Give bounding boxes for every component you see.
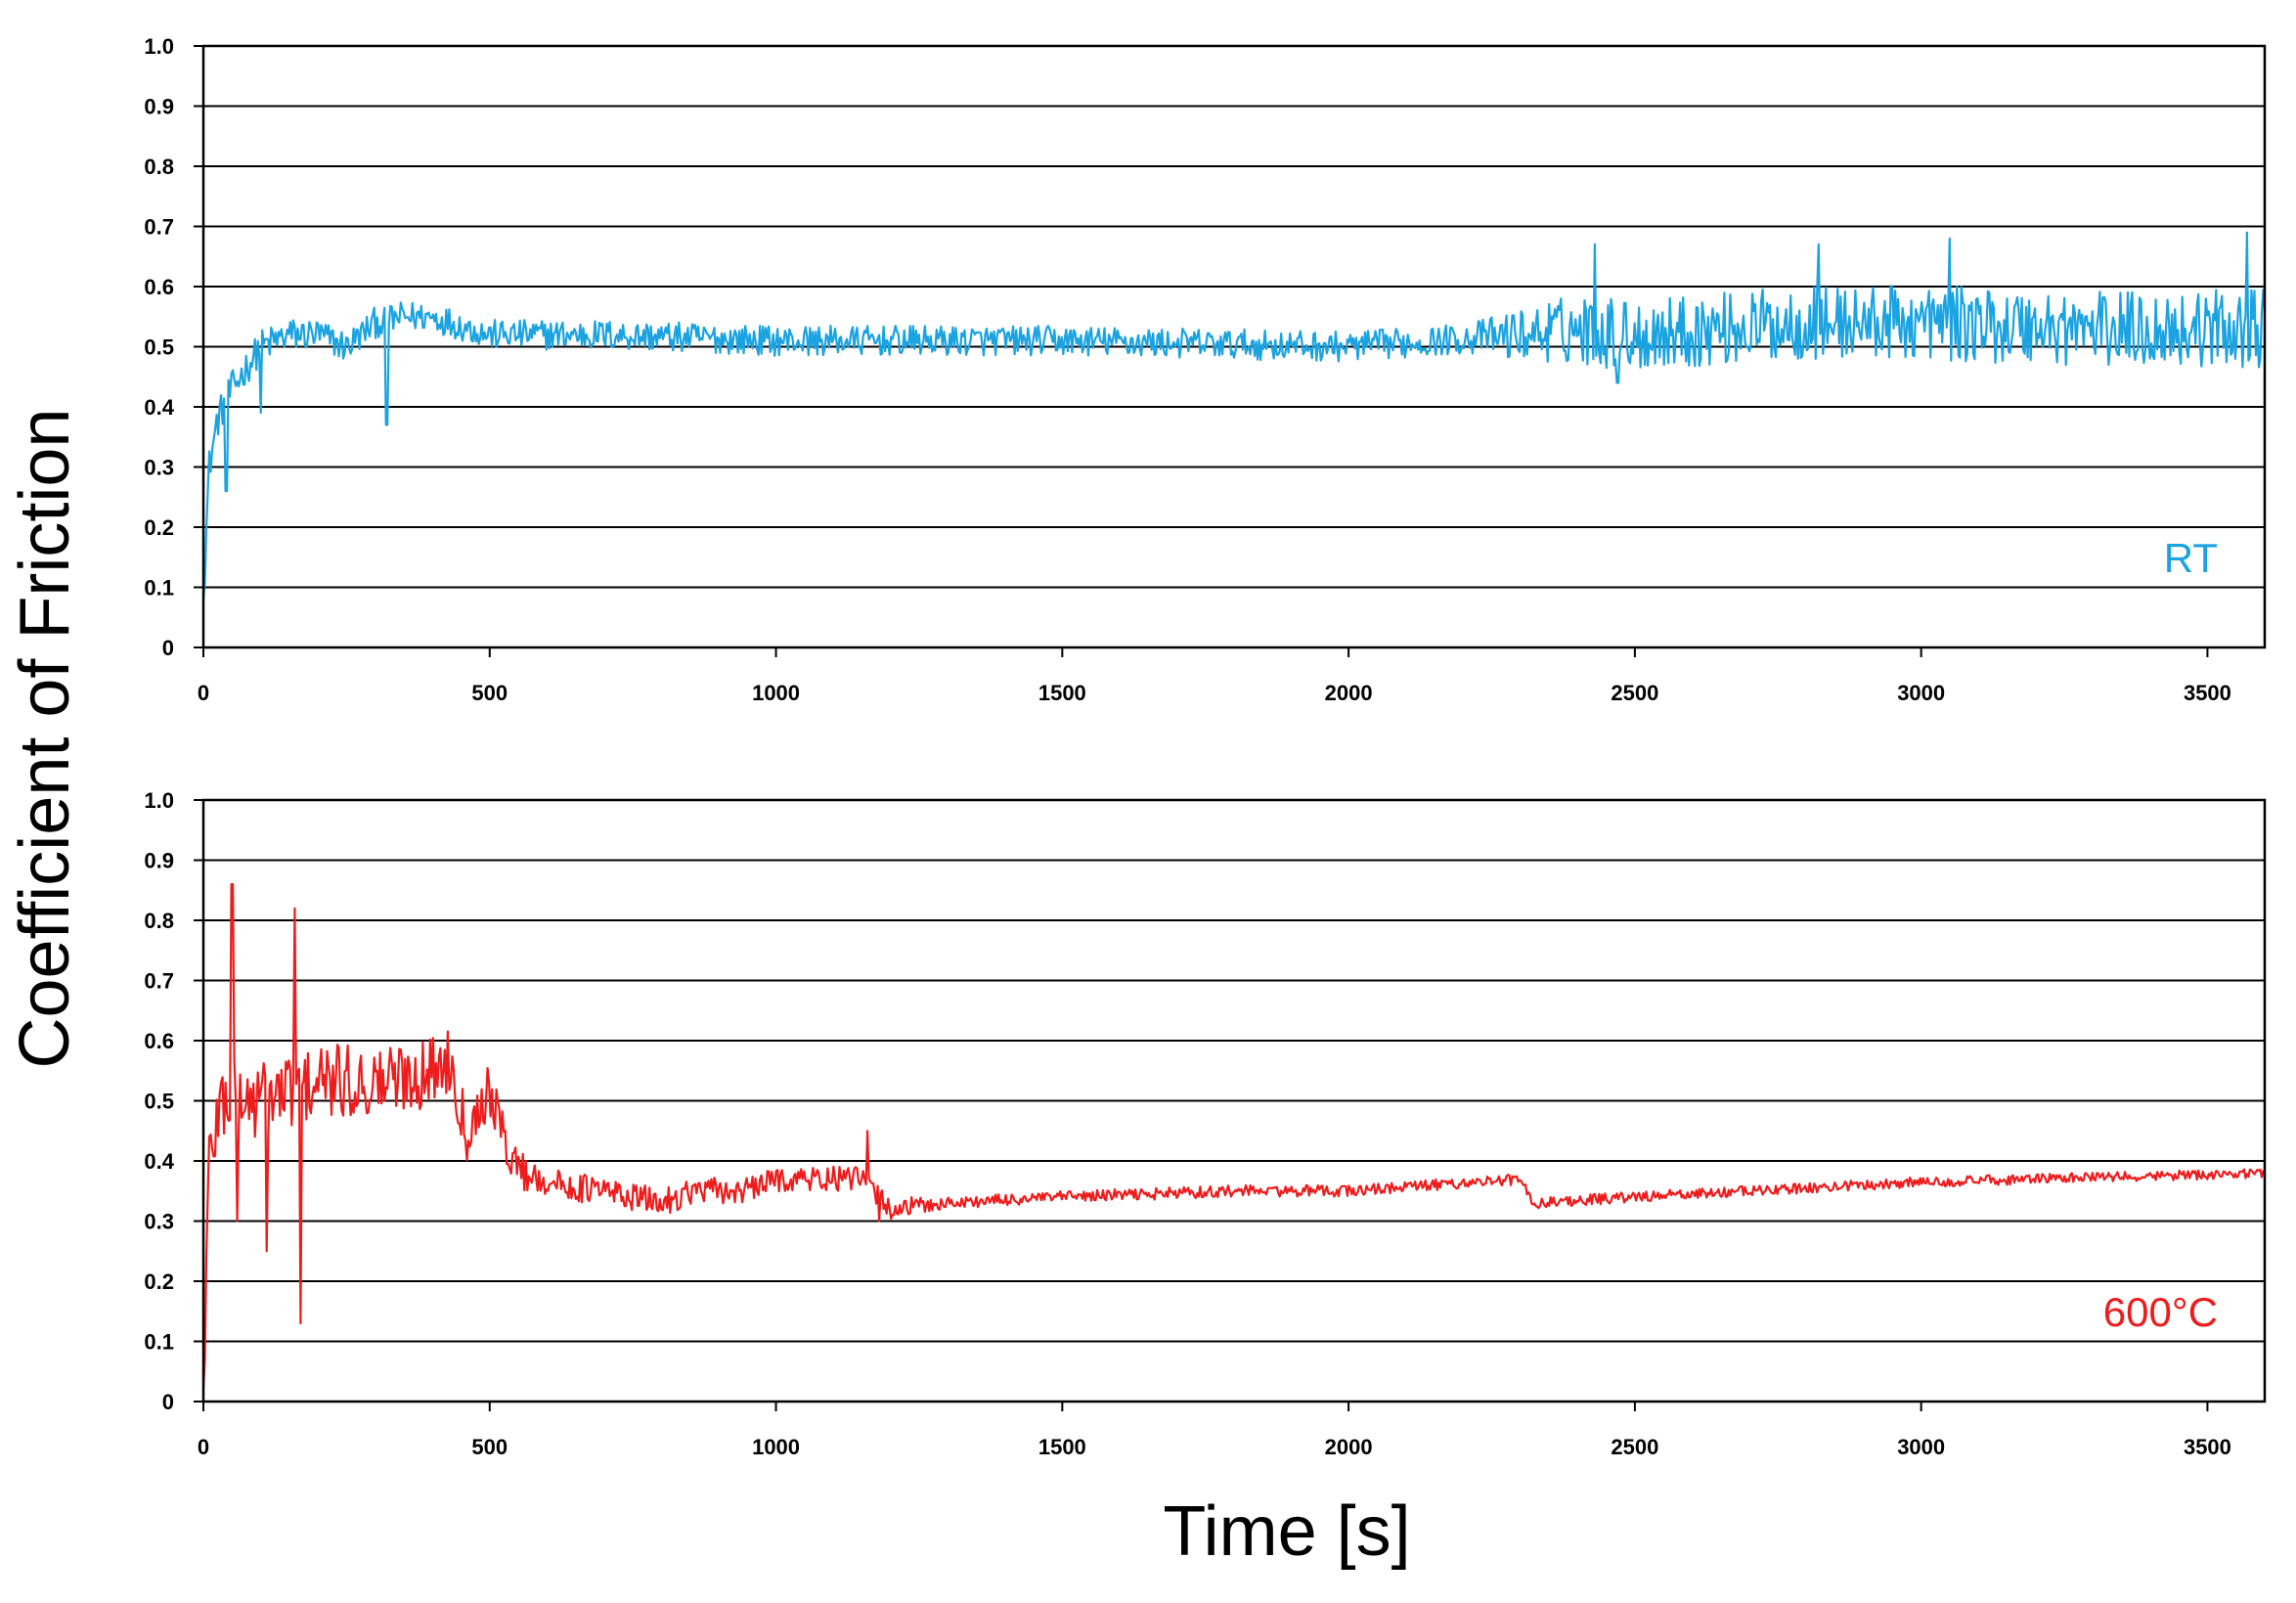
- y-tick-label: 0.4: [144, 395, 174, 420]
- x-tick-label: 0: [198, 1435, 209, 1459]
- x-tick-label: 2000: [1325, 1435, 1373, 1459]
- chart-panel-rt: 0 0.1 0.2 0.3 0.4 0.5 0.6 0.7 0.8 0.9 1.0 0 500 1000 1…: [144, 34, 2267, 705]
- y-tick-label: 0.8: [144, 155, 174, 179]
- y-tick-label: 0.7: [144, 969, 174, 994]
- y-tick-label: 0.4: [144, 1149, 174, 1174]
- x-tick-label: 3500: [2184, 1435, 2231, 1459]
- plot-frame: [201, 44, 2267, 649]
- y-axis-title: Coefficient of Friction: [6, 409, 84, 1069]
- series-line-rt: [201, 231, 2267, 600]
- x-tick-label: 3500: [2184, 681, 2231, 705]
- y-tick-label: 0.6: [144, 275, 174, 299]
- x-tick-label: 500: [471, 1435, 508, 1459]
- y-tick-label: 0: [162, 636, 174, 660]
- x-tick-label: 2000: [1325, 681, 1373, 705]
- y-tick-label: 0.6: [144, 1029, 174, 1053]
- y-tick-label: 0.2: [144, 515, 174, 540]
- series-label: 600°C: [2103, 1289, 2218, 1335]
- y-tick-label: 0.9: [144, 95, 174, 119]
- x-tick-label: 3000: [1897, 1435, 1945, 1459]
- series-label: RT: [2164, 535, 2218, 581]
- x-tick-label: 1000: [752, 1435, 800, 1459]
- x-tick-label: 2500: [1611, 1435, 1658, 1459]
- series-line-600c: [201, 882, 2266, 1390]
- x-tick-label: 0: [198, 681, 209, 705]
- x-tick-label: 1000: [752, 681, 800, 705]
- y-tick-label: 0.1: [144, 1330, 174, 1355]
- y-tick-label: 0.3: [144, 1210, 174, 1234]
- y-tick-label: 0.1: [144, 576, 174, 601]
- y-tick-label: 0.5: [144, 1090, 174, 1114]
- y-tick-label: 1.0: [144, 788, 174, 813]
- x-tick-label: 2500: [1611, 681, 1658, 705]
- x-tick-label: 1500: [1038, 1435, 1086, 1459]
- y-tick-label: 0.7: [144, 215, 174, 240]
- y-tick-label: 0.2: [144, 1269, 174, 1294]
- x-axis-title: Time [s]: [1163, 1492, 1410, 1571]
- chart-panel-600c: 0 0.1 0.2 0.3 0.4 0.5 0.6 0.7 0.8 0.9 1.0 0 500 1000 1…: [144, 788, 2267, 1459]
- y-tick-label: 0: [162, 1390, 174, 1414]
- y-tick-label: 0.3: [144, 456, 174, 480]
- x-tick-label: 500: [471, 681, 508, 705]
- x-tick-label: 1500: [1038, 681, 1086, 705]
- plot-frame: [201, 798, 2267, 1403]
- y-tick-label: 0.9: [144, 849, 174, 873]
- x-tick-label: 3000: [1897, 681, 1945, 705]
- y-tick-label: 0.8: [144, 909, 174, 933]
- y-tick-label: 0.5: [144, 335, 174, 360]
- y-tick-label: 1.0: [144, 34, 174, 59]
